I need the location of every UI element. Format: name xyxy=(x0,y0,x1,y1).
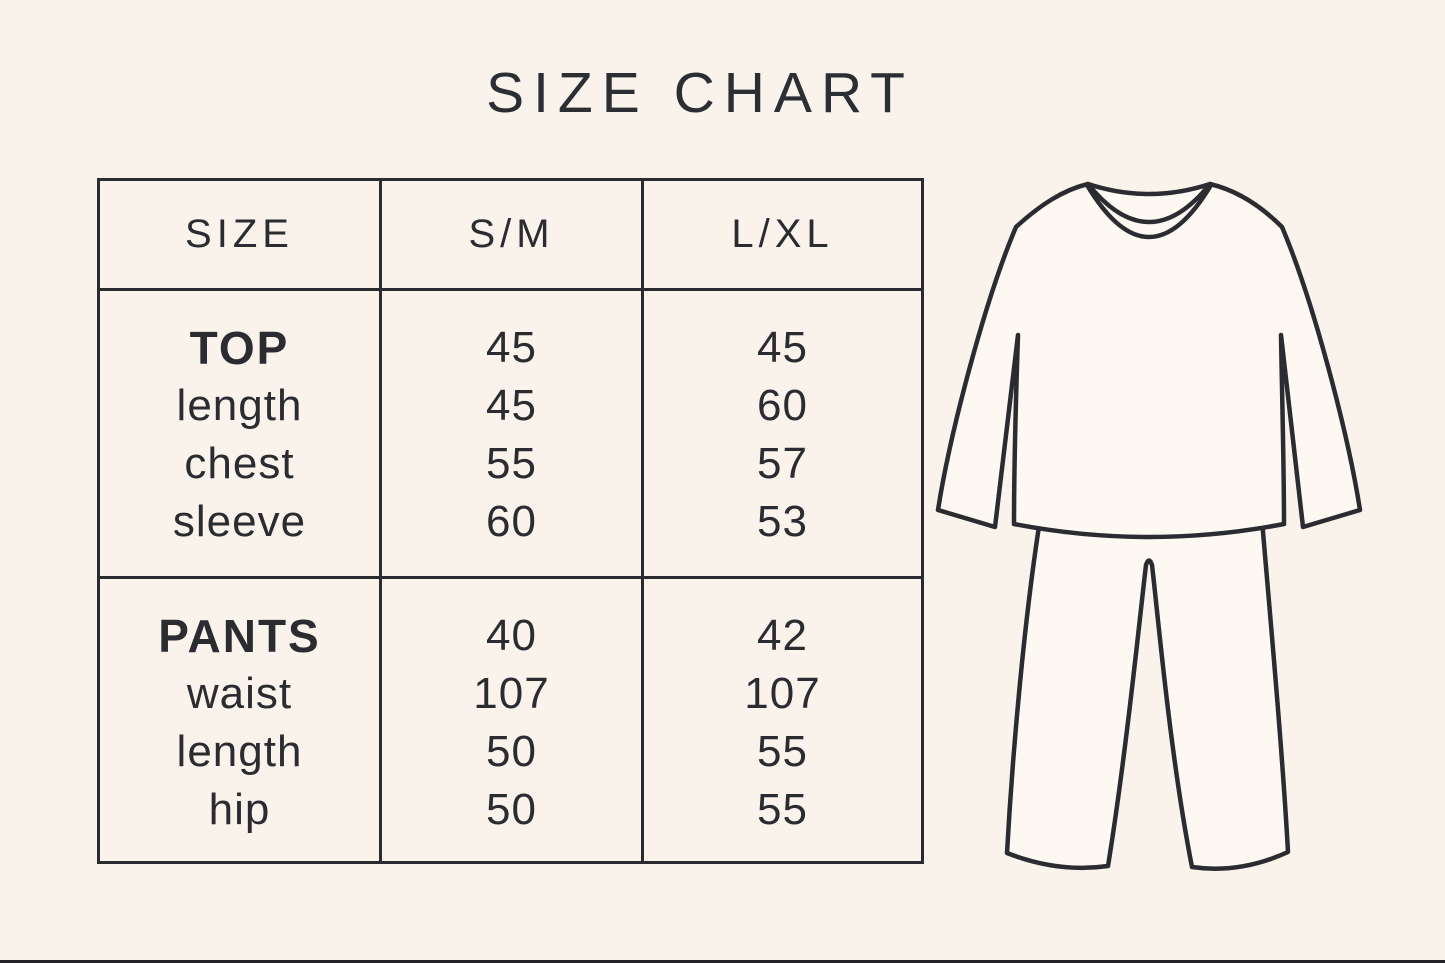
value-top-length-lxl: 60 xyxy=(757,381,808,430)
pants-section-lxl-values: 42 107 55 55 xyxy=(644,579,921,861)
value-pants-hip-sm: 50 xyxy=(486,785,537,834)
value-top-chest-sm: 55 xyxy=(486,439,537,488)
value-top-sleeve-lxl: 53 xyxy=(757,497,808,546)
value-pants-waist-lxl: 107 xyxy=(744,669,821,718)
row-label-pants-hip: hip xyxy=(208,785,271,834)
size-table-top-section: TOP length chest sleeve 45 45 55 60 45 6… xyxy=(100,291,921,579)
collar-band-outer-arc xyxy=(1084,182,1214,240)
column-header-size: SIZE xyxy=(100,181,382,288)
pants-section-labels: PANTS waist length hip xyxy=(100,579,382,861)
value-top-chest-lxl: 57 xyxy=(757,439,808,488)
row-label-top-chest: chest xyxy=(184,439,295,488)
size-table-pants-section: PANTS waist length hip 40 107 50 50 42 1… xyxy=(100,579,921,861)
column-header-lxl: L/XL xyxy=(731,212,834,256)
row-label-top-length: length xyxy=(176,381,303,430)
value-top-sm: 45 xyxy=(486,323,537,372)
row-label-top: TOP xyxy=(189,322,290,374)
column-header-sm: S/M xyxy=(382,181,644,288)
pajama-pants-outline xyxy=(1004,517,1291,871)
row-label-top-sleeve: sleeve xyxy=(172,497,307,546)
value-pants-sm: 40 xyxy=(486,611,537,660)
size-table: SIZE S/M L/XL TOP length chest sleeve 45… xyxy=(97,178,924,864)
size-table-header-row: SIZE S/M L/XL xyxy=(100,181,921,291)
value-pants-length-sm: 50 xyxy=(486,727,537,776)
top-section-lxl-values: 45 60 57 53 xyxy=(644,291,921,576)
pajama-set-illustration xyxy=(935,181,1363,871)
value-top-sleeve-sm: 60 xyxy=(486,497,537,546)
value-pants-hip-lxl: 55 xyxy=(757,785,808,834)
pajama-top-outline xyxy=(935,181,1363,540)
value-pants-waist-sm: 107 xyxy=(473,669,550,718)
value-top-length-sm: 45 xyxy=(486,381,537,430)
pants-section-sm-values: 40 107 50 50 xyxy=(382,579,644,861)
collar-band-inner-arc xyxy=(1085,181,1213,225)
top-section-labels: TOP length chest sleeve xyxy=(100,291,382,576)
row-label-pants-length: length xyxy=(176,727,303,776)
value-pants-lxl: 42 xyxy=(757,611,808,660)
row-label-pants: PANTS xyxy=(158,610,321,662)
value-pants-length-lxl: 55 xyxy=(757,727,808,776)
page-title: SIZE CHART xyxy=(486,61,914,125)
bottom-edge-strip xyxy=(0,960,1445,963)
row-label-pants-waist: waist xyxy=(186,669,293,718)
top-section-sm-values: 45 45 55 60 xyxy=(382,291,644,576)
value-top-lxl: 45 xyxy=(757,323,808,372)
